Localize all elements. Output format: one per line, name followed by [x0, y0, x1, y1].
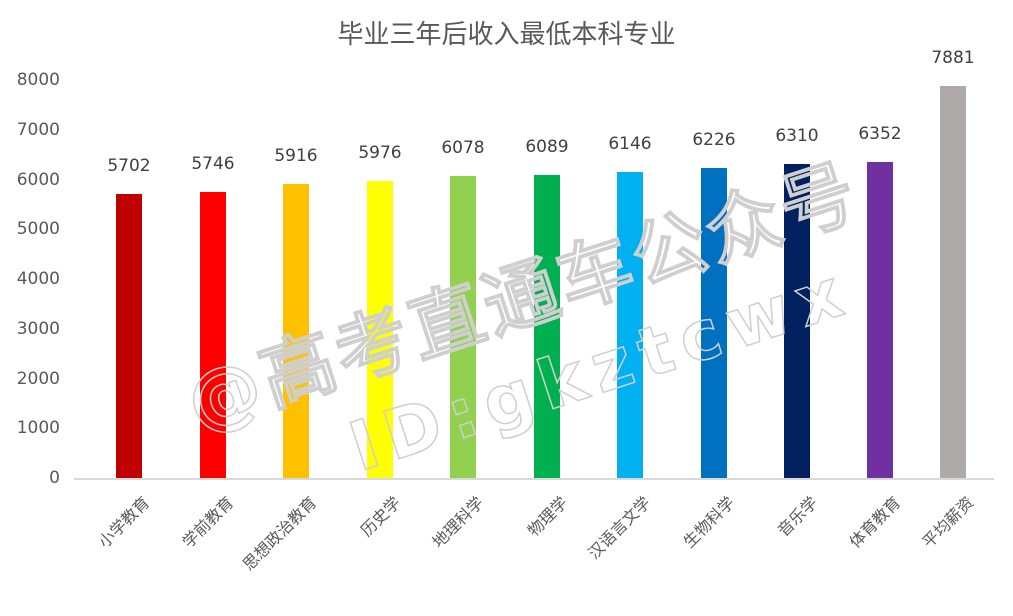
y-tick-label: 5000: [16, 219, 60, 240]
x-tick-label: 历史学: [356, 492, 405, 541]
y-tick-label: 2000: [16, 368, 60, 389]
data-label: 5702: [107, 156, 151, 177]
bar: [784, 164, 810, 478]
y-tick-label: 1000: [16, 418, 60, 439]
data-label: 7881: [931, 47, 975, 68]
y-tick-label: 4000: [16, 269, 60, 289]
bar: [450, 175, 476, 478]
data-label: 5976: [358, 142, 402, 163]
bar: [534, 175, 560, 478]
x-tick-label: 学前教育: [178, 492, 238, 552]
y-tick-label: 8000: [16, 70, 60, 90]
data-label: 6146: [608, 134, 652, 155]
x-tick-label: 小学教育: [94, 492, 154, 552]
x-tick-label: 物理学: [523, 492, 572, 541]
data-label: 5916: [274, 145, 318, 166]
x-tick-label: 音乐学: [773, 492, 822, 541]
data-label: 5746: [191, 154, 235, 175]
x-tick-label: 体育教育: [845, 492, 905, 552]
bar: [701, 168, 727, 478]
bar: [283, 183, 309, 478]
data-label: 6078: [441, 137, 485, 158]
y-tick-label: 7000: [16, 119, 60, 140]
x-tick-label: 平均薪资: [918, 492, 978, 552]
data-label: 6226: [692, 130, 736, 151]
x-tick-label: 思想政治教育: [238, 492, 321, 575]
x-axis-line: [74, 478, 994, 480]
bar: [617, 172, 643, 478]
bar: [867, 161, 893, 478]
data-label: 6310: [775, 126, 819, 147]
y-tick-label: 3000: [16, 318, 60, 339]
x-tick-label: 生物科学: [679, 492, 739, 552]
bar: [940, 85, 966, 478]
x-tick-label: 地理科学: [428, 492, 488, 552]
watermark-line-1: @高考直通车公众号: [175, 148, 871, 448]
bar: [200, 192, 226, 478]
y-tick-label: 6000: [16, 169, 60, 190]
x-tick-label: 汉语言文学: [584, 492, 655, 563]
chart-title: 毕业三年后收入最低本科专业: [337, 20, 676, 50]
data-label: 6089: [525, 137, 569, 158]
y-tick-label: 0: [49, 468, 60, 488]
data-label: 6352: [858, 123, 902, 144]
bar: [367, 180, 393, 478]
bar: [116, 194, 142, 478]
